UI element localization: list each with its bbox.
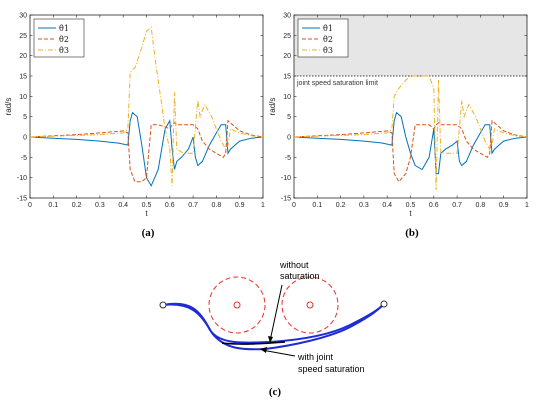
legend-label-1: θ̇1 (323, 24, 333, 33)
y-tick-label: 0 (287, 135, 291, 142)
x-tick-label: 0 (292, 202, 296, 209)
y-tick-label: 15 (19, 74, 27, 81)
x-tick-label: 0.6 (429, 202, 439, 209)
caption-b: (b) (405, 227, 419, 239)
arrow-without (269, 284, 283, 342)
legend-label-3: θ̇3 (59, 46, 69, 55)
x-tick-label: 0.3 (359, 202, 369, 209)
x-tick-label: 0.9 (499, 202, 509, 209)
y-tick-label: 30 (19, 13, 27, 20)
series-line-3 (293, 75, 528, 190)
y-tick-label: 30 (283, 13, 291, 20)
legend-label-2: θ̇2 (323, 35, 333, 44)
y-axis-label: rad/s (4, 98, 13, 116)
caption-c: (c) (269, 386, 282, 398)
y-tick-label: 5 (287, 114, 291, 121)
y-tick-label: 10 (283, 94, 291, 101)
x-tick-label: 0.7 (188, 202, 198, 209)
obstacle-right-center (306, 301, 314, 309)
y-tick-label: -15 (281, 196, 291, 203)
path-highlight-black (221, 341, 286, 345)
obstacle-left-center (233, 301, 241, 309)
y-tick-label: -5 (285, 155, 291, 162)
legend-label-2: θ̇2 (59, 35, 69, 44)
series-line-2 (29, 119, 264, 183)
x-tick-label: 0.2 (72, 202, 82, 209)
x-tick-label: 0.2 (336, 202, 346, 209)
series-line-2 (293, 119, 528, 183)
y-tick-label: 20 (283, 53, 291, 60)
label-with-line2: speed saturation (298, 364, 365, 374)
chart-a: 0 0.1 0.2 0.3 0.4 0.5 0.6 0.7 0.8 0.9 1 -15 -10 -5 0 5 1… (4, 13, 265, 219)
y-tick-label: -15 (17, 196, 27, 203)
obstacle-left-boundary (208, 276, 266, 334)
y-tick-label: 20 (19, 53, 27, 60)
x-tick-label: 0.1 (312, 202, 322, 209)
y-tick-label: 15 (283, 74, 291, 81)
x-tick-label: 0.1 (48, 202, 58, 209)
x-tick-label: 0.8 (476, 202, 486, 209)
x-axis-label: t (145, 209, 148, 218)
arrowhead-without (268, 336, 273, 343)
x-tick-label: 0.8 (212, 202, 222, 209)
legend-label-1: θ̇1 (59, 24, 69, 33)
x-tick-label: 0.4 (382, 202, 392, 209)
x-tick-label: 0.3 (95, 202, 105, 209)
y-tick-label: 25 (283, 33, 291, 40)
y-tick-label: 25 (19, 33, 27, 40)
series-line-3 (29, 26, 264, 186)
y-tick-label: -10 (281, 175, 291, 182)
label-without-line1: without (279, 260, 309, 270)
arrowhead-with (260, 347, 267, 353)
label-without-line2: saturation (280, 271, 320, 281)
chart-b: joint speed saturation limit 0 0.1 0.2 0.3 0.… (268, 13, 529, 219)
diagram-c: without saturation with joint speed satu… (159, 260, 388, 374)
x-tick-label: 0.7 (452, 202, 462, 209)
obstacle-right-boundary (281, 276, 339, 334)
x-axis-label: t (409, 209, 412, 218)
caption-a: (a) (142, 227, 155, 239)
x-tick-label: 0.4 (118, 202, 128, 209)
y-tick-label: -5 (21, 155, 27, 162)
x-tick-label: 0.5 (142, 202, 152, 209)
y-tick-label: 10 (19, 94, 27, 101)
start-point (159, 301, 167, 309)
label-with-line1: with joint (297, 352, 334, 362)
y-tick-label: 0 (23, 135, 27, 142)
legend-box (33, 18, 85, 58)
y-tick-label: -10 (17, 175, 27, 182)
y-axis-label: rad/s (268, 98, 277, 116)
y-tick-label: 5 (23, 114, 27, 121)
arrow-with (261, 349, 296, 357)
legend-box (297, 18, 349, 58)
x-tick-label: 1 (525, 202, 529, 209)
x-tick-label: 0.6 (165, 202, 175, 209)
saturation-label: joint speed saturation limit (296, 80, 378, 87)
x-tick-label: 0.9 (235, 202, 245, 209)
end-point (380, 300, 388, 308)
x-tick-label: 0 (28, 202, 32, 209)
legend-label-3: θ̇3 (323, 46, 333, 55)
x-tick-label: 0.5 (406, 202, 416, 209)
x-tick-label: 1 (261, 202, 265, 209)
